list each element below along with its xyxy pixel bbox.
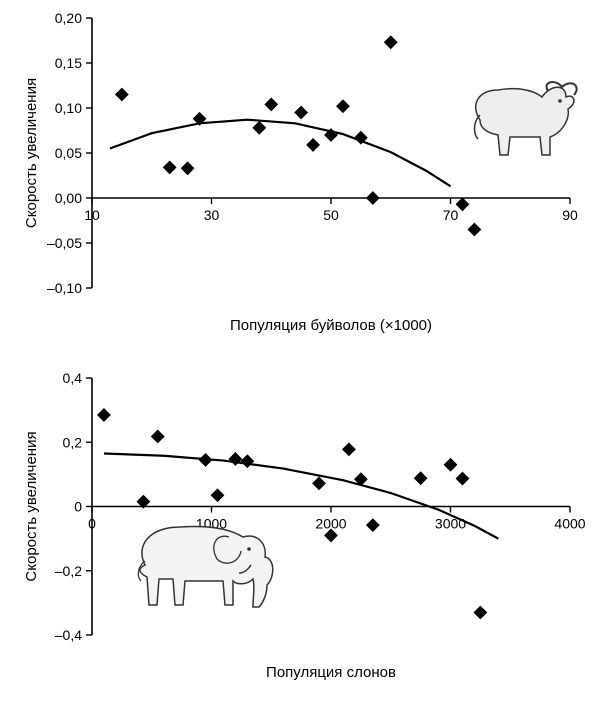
page: 1030507090–0,10–0,050,000,050,100,150,20…	[0, 0, 601, 703]
y-tick-label: 0,20	[55, 10, 82, 26]
x-axis-label: Популяция буйволов (×1000)	[230, 317, 432, 334]
data-point	[467, 223, 481, 237]
data-point	[342, 442, 356, 456]
x-tick-label: 70	[443, 207, 459, 223]
y-tick-label: –0,4	[55, 627, 82, 643]
data-point	[312, 476, 326, 490]
y-tick-label: 0,15	[55, 55, 82, 71]
data-point	[473, 606, 487, 620]
trend-curve	[110, 120, 451, 187]
y-tick-label: 0,00	[55, 190, 82, 206]
y-axis-label: Скорость увеличения	[23, 78, 40, 228]
data-point	[294, 106, 308, 120]
x-axis-label: Популяция слонов	[266, 664, 396, 681]
x-tick-label: 30	[204, 207, 220, 223]
data-point	[181, 161, 195, 175]
data-point	[366, 191, 380, 205]
data-point	[151, 430, 165, 444]
x-tick-label: 90	[562, 207, 578, 223]
y-tick-label: –0,2	[55, 563, 82, 579]
data-point	[444, 458, 458, 472]
data-point	[163, 160, 177, 174]
data-point	[264, 97, 278, 111]
elephant-icon	[138, 526, 272, 607]
y-tick-label: 0,4	[63, 370, 83, 386]
y-tick-label: –0,10	[47, 280, 82, 296]
data-point	[97, 408, 111, 422]
data-point	[240, 454, 254, 468]
y-tick-label: –0,05	[47, 235, 82, 251]
x-tick-label: 50	[323, 207, 339, 223]
data-point	[211, 488, 225, 502]
data-point	[306, 138, 320, 152]
data-point	[199, 453, 213, 467]
buffalo-icon	[475, 82, 577, 155]
y-tick-label: 0	[74, 499, 82, 515]
y-tick-label: 0,10	[55, 100, 82, 116]
elephant-chart-container: 01000200030004000–0,4–0,200,20,4Популяци…	[0, 360, 601, 703]
y-tick-label: 0,05	[55, 145, 82, 161]
y-axis-label: Скорость увеличения	[23, 431, 40, 581]
data-point	[456, 472, 470, 486]
x-tick-label: 4000	[554, 516, 585, 532]
x-tick-label: 0	[88, 516, 96, 532]
x-tick-label: 3000	[435, 516, 466, 532]
buffalo-chart-container: 10 30 50 70 90 –0,10 –0,05 0,00 0,05 0,10 0,15 0,20…	[0, 0, 601, 360]
data-point	[252, 121, 266, 135]
data-point	[366, 518, 380, 532]
y-tick-label: 0,2	[63, 434, 83, 450]
data-point	[414, 471, 428, 485]
data-point	[336, 99, 350, 113]
x-tick-label: 10	[84, 207, 100, 223]
buffalo-chart: 10 30 50 70 90 –0,10 –0,05 0,00 0,05 0,10 0,15 0,20…	[0, 0, 601, 360]
elephant-chart: 01000200030004000–0,4–0,200,20,4Популяци…	[0, 360, 601, 703]
data-point	[115, 88, 129, 102]
data-point	[384, 35, 398, 49]
